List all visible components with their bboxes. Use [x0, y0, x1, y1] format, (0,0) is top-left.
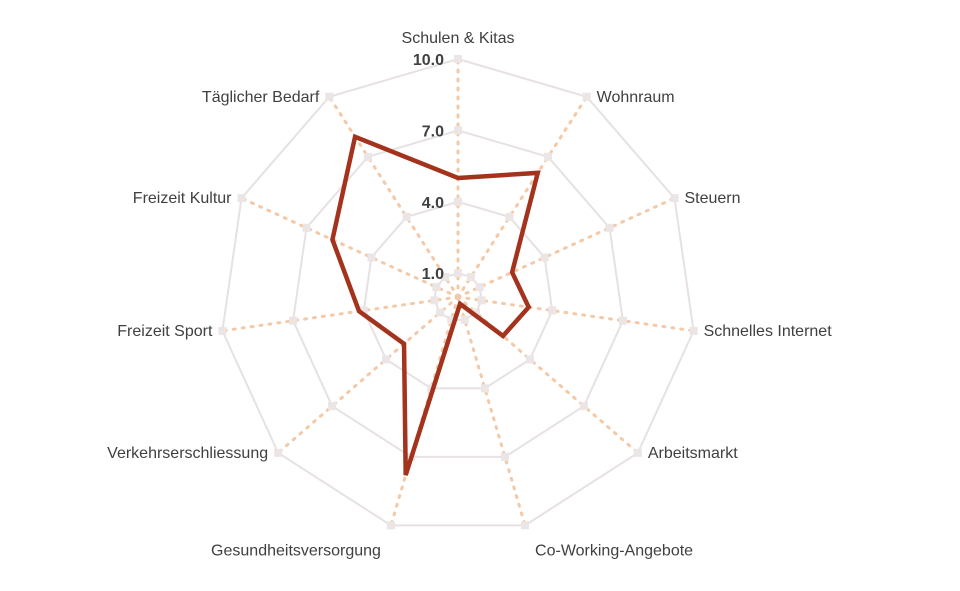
- category-label: Steuern: [684, 190, 740, 207]
- grid-marker: [548, 306, 557, 315]
- grid-marker: [430, 296, 439, 305]
- grid-marker: [605, 223, 614, 232]
- grid-marker: [402, 212, 411, 221]
- category-label: Wohnraum: [597, 89, 675, 106]
- grid-marker: [454, 197, 462, 206]
- grid-marker: [521, 521, 530, 530]
- radar-category-labels: Schulen & Kitas Wohnraum Steuern Schnelles …: [107, 30, 832, 559]
- spoke-9: [240, 196, 460, 299]
- grid-marker: [325, 92, 334, 101]
- grid-marker: [689, 326, 698, 335]
- grid-marker: [237, 194, 246, 203]
- grid-marker: [359, 306, 368, 315]
- category-label: Schulen & Kitas: [402, 30, 515, 47]
- grid-marker: [382, 355, 391, 364]
- grid-marker: [328, 402, 337, 411]
- grid-marker: [363, 152, 372, 161]
- category-label: Co-Working-Angebote: [535, 542, 693, 559]
- spoke-10: [327, 95, 460, 299]
- category-label: Freizeit Sport: [117, 323, 213, 340]
- spoke-8: [220, 295, 460, 333]
- grid-ring-3: [221, 57, 695, 527]
- grid-marker: [500, 452, 509, 461]
- grid-marker: [544, 152, 553, 161]
- category-label: Arbeitsmarkt: [648, 445, 738, 462]
- grid-ring-2: [292, 129, 624, 458]
- radar-series: [330, 133, 541, 476]
- grid-marker: [525, 355, 534, 364]
- grid-ring-1: [362, 200, 554, 390]
- grid-marker: [471, 308, 480, 317]
- radar-spokes: [220, 57, 696, 527]
- grid-marker: [480, 384, 489, 393]
- grid-marker: [477, 296, 486, 305]
- tick-label: 10.0: [413, 52, 444, 69]
- grid-marker: [289, 316, 298, 325]
- grid-marker: [386, 521, 395, 530]
- grid-marker: [454, 269, 462, 278]
- spoke-3: [456, 295, 696, 333]
- grid-marker: [432, 283, 441, 292]
- grid-marker: [441, 272, 450, 281]
- grid-marker: [454, 55, 462, 63]
- grid-marker: [579, 402, 588, 411]
- tick-label: 4.0: [422, 195, 444, 212]
- spoke-7: [276, 295, 460, 455]
- spoke-1: [456, 95, 589, 299]
- spoke-5: [456, 295, 527, 527]
- spoke-2: [456, 196, 676, 299]
- category-label: Verkehrserschliessung: [107, 445, 268, 462]
- tick-label: 1.0: [422, 266, 444, 283]
- series-line-0: [330, 133, 541, 476]
- grid-marker: [618, 316, 627, 325]
- grid-marker: [447, 315, 456, 324]
- category-label: Gesundheitsversorgung: [211, 542, 381, 559]
- category-label: Schnelles Internet: [704, 323, 833, 340]
- grid-marker: [218, 326, 227, 335]
- grid-marker: [454, 126, 462, 135]
- category-label: Freizeit Kultur: [133, 190, 232, 207]
- grid-marker: [466, 272, 475, 281]
- grid-marker: [582, 92, 591, 101]
- tick-label: 7.0: [422, 123, 444, 140]
- grid-marker: [302, 223, 311, 232]
- grid-marker: [670, 194, 679, 203]
- grid-marker: [475, 283, 484, 292]
- grid-marker: [505, 212, 514, 221]
- spoke-4: [456, 295, 640, 455]
- grid-marker: [274, 448, 283, 457]
- grid-marker: [460, 315, 469, 324]
- grid-marker: [540, 253, 549, 262]
- grid-marker: [367, 253, 376, 262]
- radar-tick-labels: 1.0 4.0 7.0 10.0: [413, 52, 444, 283]
- radar-grid-markers: [218, 55, 698, 530]
- category-label: Täglicher Bedarf: [202, 89, 320, 106]
- grid-marker: [436, 308, 445, 317]
- grid-marker: [633, 448, 642, 457]
